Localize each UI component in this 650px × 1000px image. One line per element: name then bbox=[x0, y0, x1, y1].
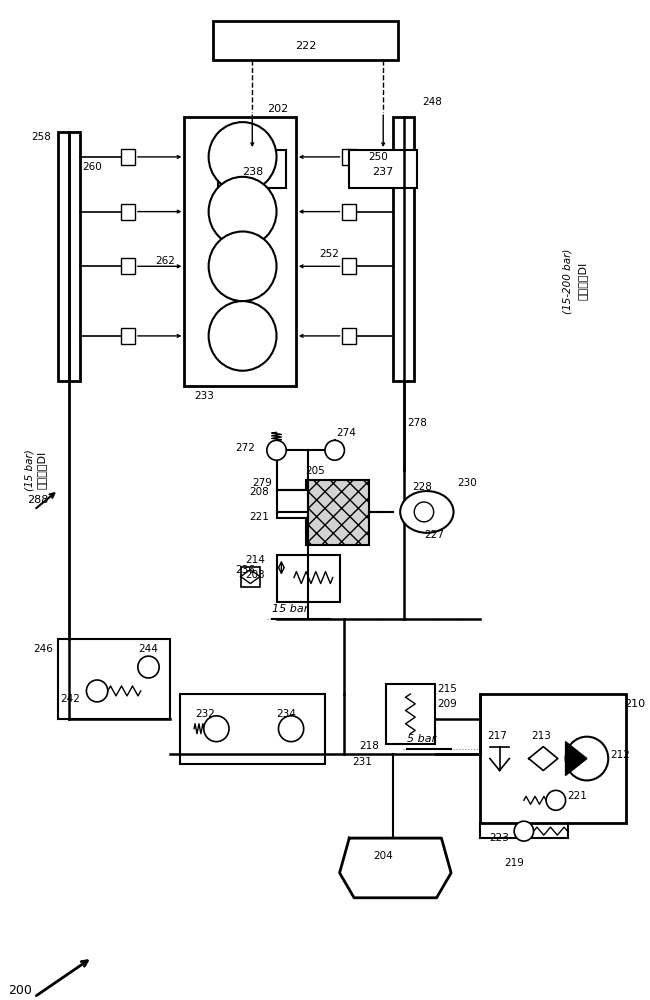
Circle shape bbox=[209, 301, 276, 371]
Bar bbox=[122, 149, 135, 165]
Bar bbox=[122, 258, 135, 274]
Bar bbox=[179, 694, 325, 764]
Circle shape bbox=[209, 232, 276, 301]
Text: 278: 278 bbox=[408, 418, 427, 428]
Bar bbox=[393, 117, 414, 381]
Bar bbox=[218, 150, 286, 188]
Text: 205: 205 bbox=[306, 466, 326, 476]
Circle shape bbox=[566, 737, 608, 780]
Text: 260: 260 bbox=[83, 162, 102, 172]
Circle shape bbox=[138, 656, 159, 678]
Bar bbox=[122, 328, 135, 344]
Text: 202: 202 bbox=[267, 104, 288, 114]
Circle shape bbox=[325, 440, 344, 460]
Bar bbox=[343, 258, 356, 274]
Circle shape bbox=[267, 440, 286, 460]
Bar bbox=[386, 684, 435, 744]
Polygon shape bbox=[566, 742, 587, 775]
Text: 233: 233 bbox=[194, 391, 214, 401]
Text: 15 bar: 15 bar bbox=[272, 604, 308, 614]
Text: 固定高压DI: 固定高压DI bbox=[37, 451, 47, 489]
Text: 222: 222 bbox=[295, 41, 317, 51]
Text: 219: 219 bbox=[504, 858, 524, 868]
Bar bbox=[58, 639, 170, 719]
Text: 262: 262 bbox=[155, 256, 175, 266]
Bar bbox=[213, 21, 398, 60]
Text: 212: 212 bbox=[610, 750, 630, 760]
Text: 242: 242 bbox=[60, 694, 81, 704]
Bar bbox=[122, 204, 135, 220]
Circle shape bbox=[204, 716, 229, 742]
Text: 248: 248 bbox=[422, 97, 442, 107]
Text: 288: 288 bbox=[27, 495, 49, 505]
Ellipse shape bbox=[400, 491, 454, 533]
Bar bbox=[343, 328, 356, 344]
Text: 203: 203 bbox=[245, 570, 265, 580]
Text: 246: 246 bbox=[34, 644, 53, 654]
Text: 215: 215 bbox=[437, 684, 458, 694]
Text: 237: 237 bbox=[372, 167, 394, 177]
Text: (15-200 bar): (15-200 bar) bbox=[562, 249, 573, 314]
Text: 221: 221 bbox=[249, 512, 268, 522]
Text: 227: 227 bbox=[424, 530, 444, 540]
Bar bbox=[58, 132, 80, 381]
Text: 234: 234 bbox=[276, 709, 296, 719]
Text: 238: 238 bbox=[242, 167, 263, 177]
Text: 223: 223 bbox=[489, 833, 510, 843]
Text: 200: 200 bbox=[8, 984, 32, 997]
Bar bbox=[349, 150, 417, 188]
Text: 274: 274 bbox=[337, 428, 357, 438]
Text: 208: 208 bbox=[249, 487, 268, 497]
Bar bbox=[240, 567, 260, 587]
Text: 272: 272 bbox=[235, 443, 255, 453]
Text: 231: 231 bbox=[352, 757, 372, 767]
Circle shape bbox=[278, 716, 304, 742]
Text: 221: 221 bbox=[567, 791, 588, 801]
Bar bbox=[343, 149, 356, 165]
Bar bbox=[276, 555, 339, 602]
Text: 244: 244 bbox=[138, 644, 159, 654]
Text: 236: 236 bbox=[235, 565, 255, 575]
Circle shape bbox=[209, 122, 276, 192]
Bar bbox=[343, 204, 356, 220]
Text: 214: 214 bbox=[245, 555, 265, 565]
Circle shape bbox=[546, 790, 566, 810]
Bar bbox=[185, 117, 296, 386]
Text: 217: 217 bbox=[487, 731, 506, 741]
Circle shape bbox=[414, 502, 434, 522]
Text: 204: 204 bbox=[373, 851, 393, 861]
Text: 258: 258 bbox=[32, 132, 51, 142]
Text: 5 bar: 5 bar bbox=[408, 734, 437, 744]
Text: 230: 230 bbox=[457, 478, 476, 488]
Text: 218: 218 bbox=[359, 741, 380, 751]
Text: 252: 252 bbox=[320, 249, 339, 259]
Circle shape bbox=[209, 177, 276, 246]
Bar bbox=[276, 490, 307, 518]
Text: 228: 228 bbox=[412, 482, 432, 492]
Text: 279: 279 bbox=[252, 478, 272, 488]
Text: 232: 232 bbox=[195, 709, 215, 719]
Text: (15 bar): (15 bar) bbox=[24, 449, 34, 491]
Bar bbox=[306, 480, 369, 545]
Text: 可变高压DI: 可变高压DI bbox=[577, 262, 587, 300]
Circle shape bbox=[514, 821, 534, 841]
Bar bbox=[480, 694, 626, 823]
Text: 209: 209 bbox=[437, 699, 458, 709]
Text: 250: 250 bbox=[369, 152, 388, 162]
Text: 213: 213 bbox=[532, 731, 551, 741]
Text: 210: 210 bbox=[624, 699, 645, 709]
Circle shape bbox=[86, 680, 108, 702]
